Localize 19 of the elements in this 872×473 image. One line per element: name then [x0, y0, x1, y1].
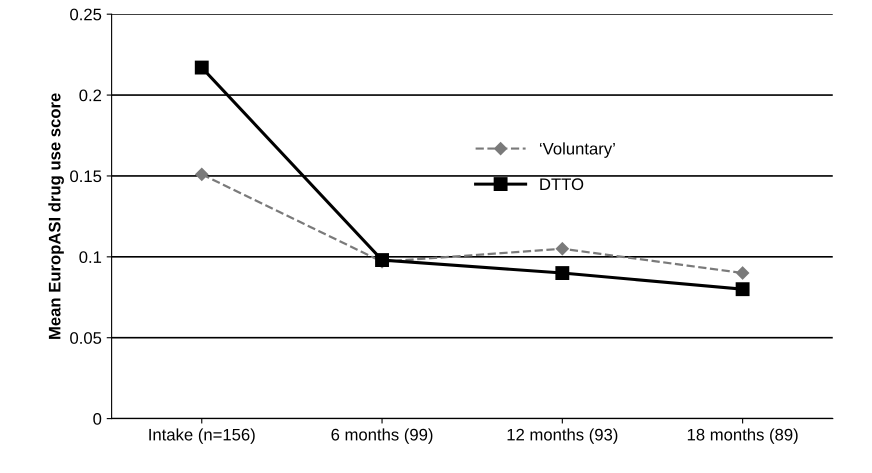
y-axis-title: Mean EuropASI drug use score	[48, 93, 64, 339]
y-tick-label: 0.05	[70, 332, 102, 344]
x-tick-label: 6 months (99)	[331, 428, 432, 444]
y-tick-label: 0	[93, 413, 102, 425]
point	[555, 266, 570, 280]
y-tick-label: 0.2	[79, 89, 102, 102]
point	[736, 266, 750, 280]
legend-label: DTTO	[540, 178, 584, 190]
y-tick-label: 0.1	[79, 251, 102, 264]
point	[195, 168, 208, 181]
legend-label: ‘Voluntary’	[540, 142, 615, 158]
y-tick-label: 0.15	[70, 170, 102, 182]
point	[194, 60, 209, 75]
x-tick-label: 12 months (93)	[508, 428, 618, 444]
point	[556, 242, 569, 256]
x-tick-label: 18 months (89)	[688, 428, 798, 444]
y-tick-label: 0.25	[70, 8, 102, 20]
x-tick-label: Intake (n=156)	[149, 428, 255, 444]
point	[736, 282, 750, 296]
